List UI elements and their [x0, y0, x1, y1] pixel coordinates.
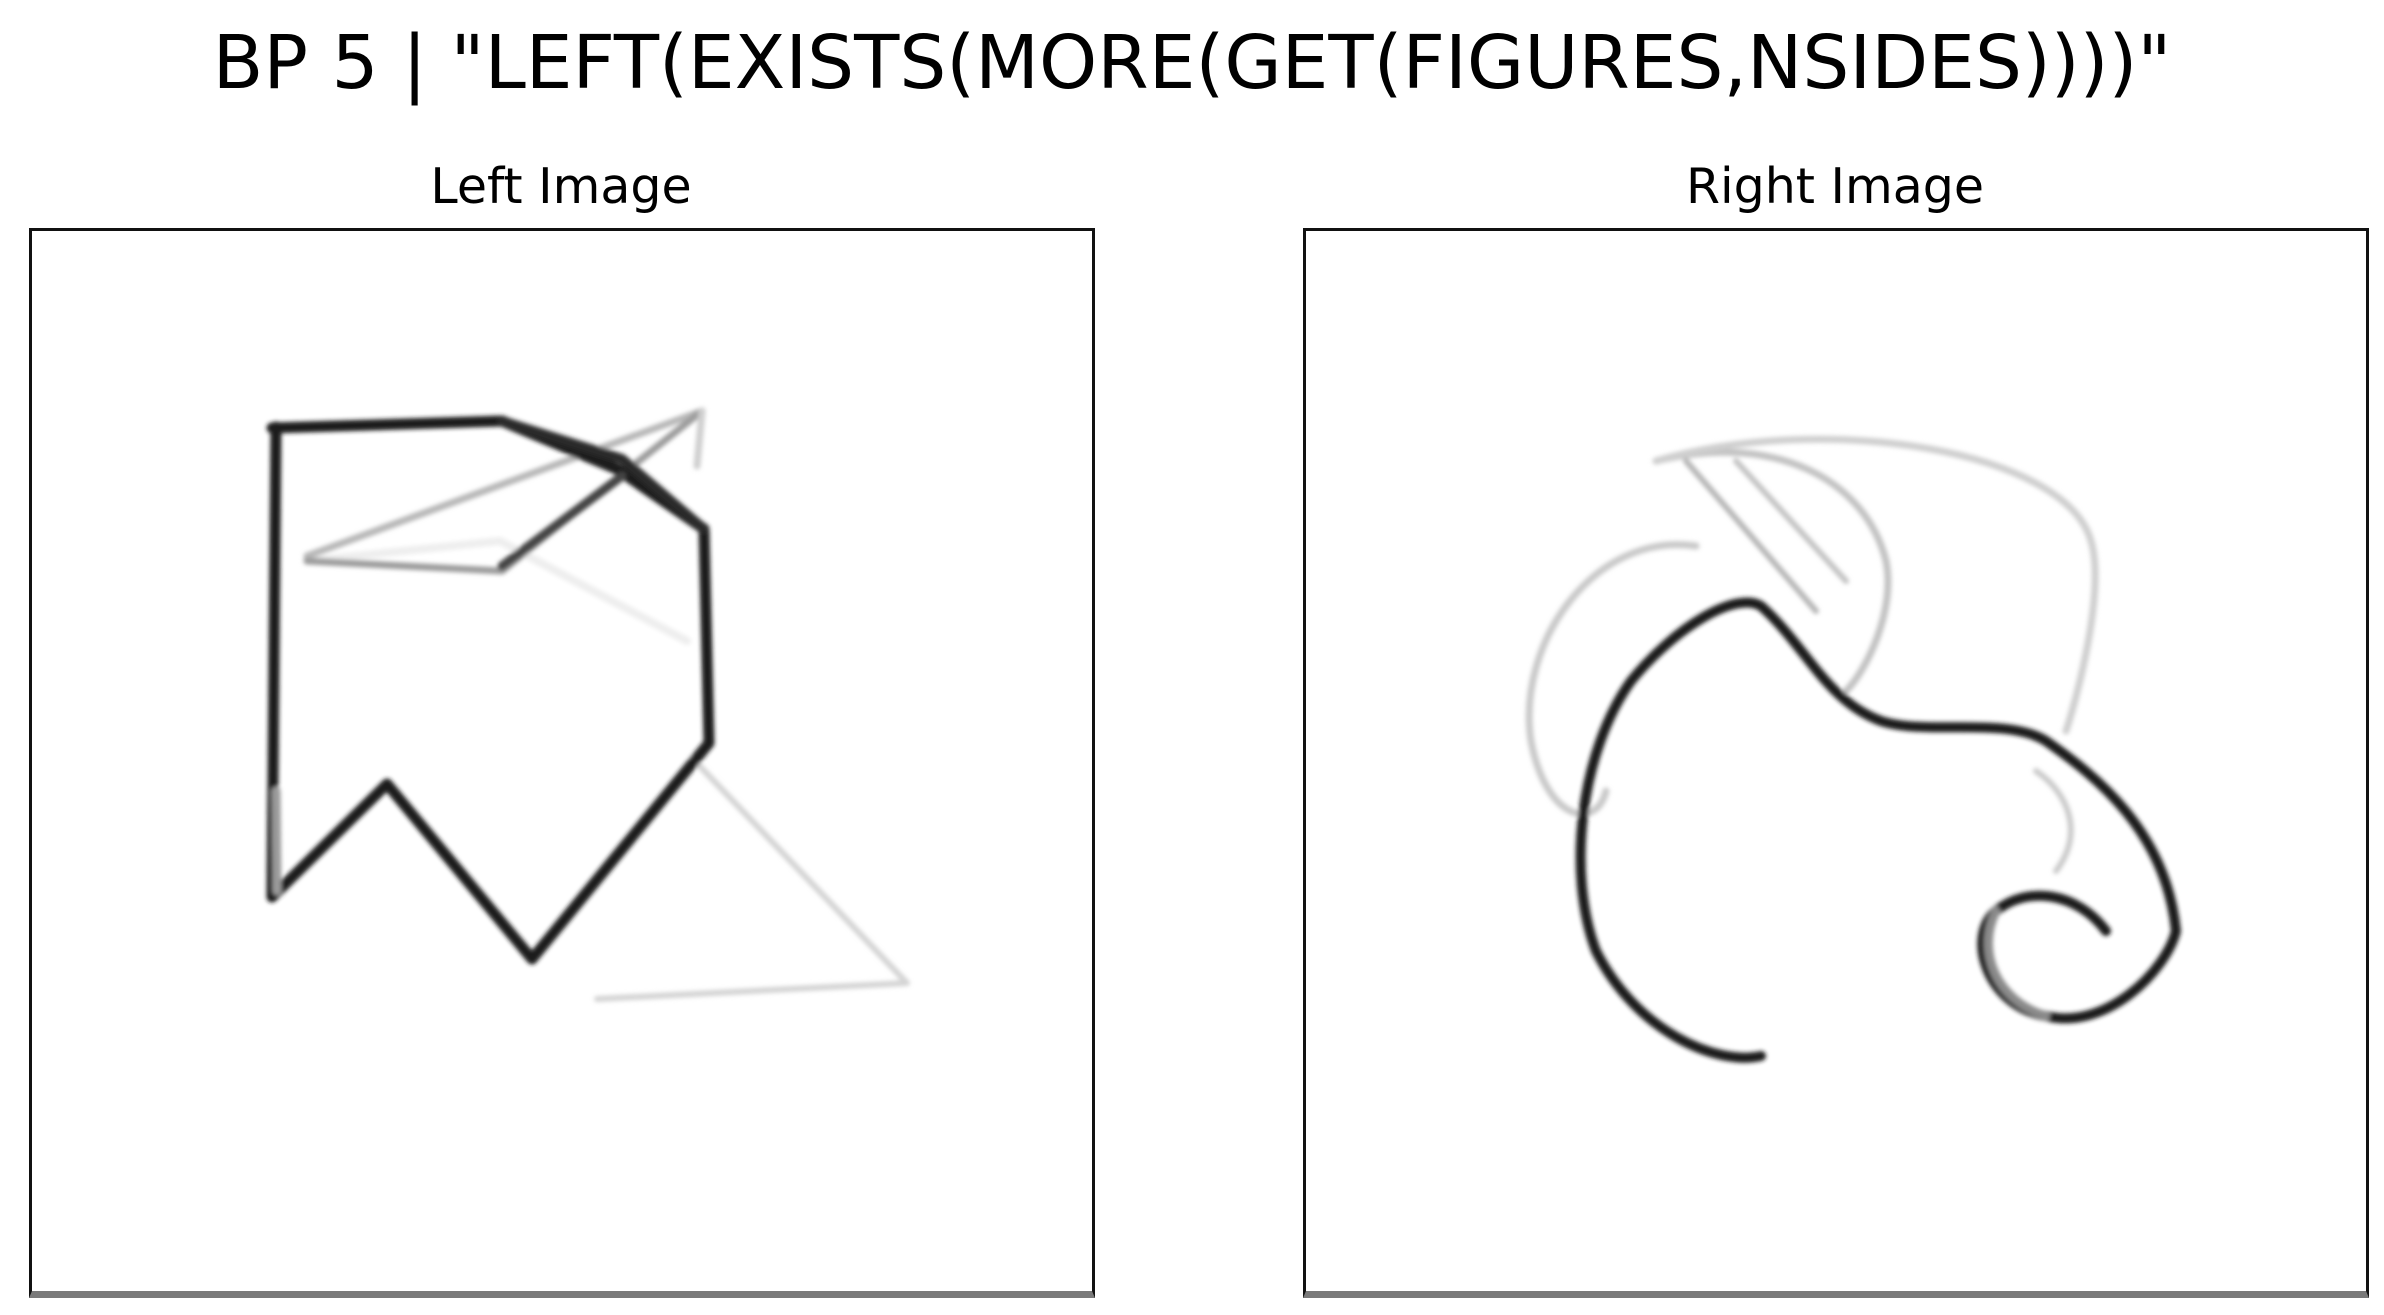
left-image-title: Left Image: [430, 158, 692, 215]
faint-triangle-shape: [594, 755, 910, 1002]
figure-title: BP 5 | "LEFT(EXISTS(MORE(GET(FIGURES,NSI…: [212, 20, 2172, 106]
inner-chevron: [497, 416, 709, 534]
faint-left-loop: [1525, 541, 1700, 818]
left-image-drawing: [266, 407, 910, 1002]
right-image-panel: [1303, 228, 2369, 1298]
right-image-title: Right Image: [1685, 158, 1985, 215]
faint-crossing-lines: [303, 407, 706, 560]
faint-top-arc: [1652, 448, 1892, 695]
faint-right-loop: [1652, 435, 2099, 735]
right-image-drawing: [1525, 435, 2181, 1063]
left-image-panel: [29, 228, 1095, 1298]
main-figure-outline: [266, 415, 715, 965]
faint-zigzag-shape: [303, 537, 691, 645]
main-dark-curve: [1575, 597, 2181, 1063]
